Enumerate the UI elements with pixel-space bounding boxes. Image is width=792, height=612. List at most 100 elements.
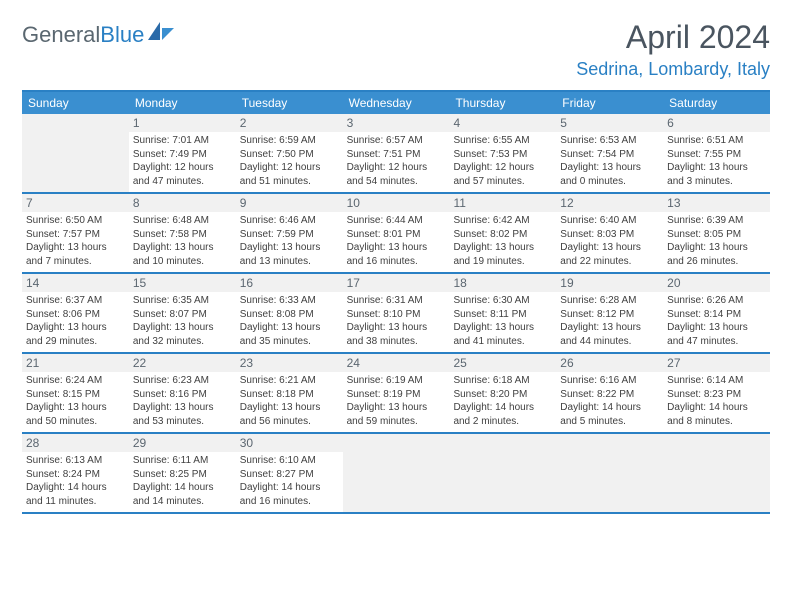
sail-icon xyxy=(146,20,176,49)
day-details: Sunrise: 6:50 AMSunset: 7:57 PMDaylight:… xyxy=(26,214,125,268)
detail-line: Daylight: 12 hours xyxy=(453,161,552,175)
logo: GeneralBlue xyxy=(22,20,176,49)
detail-line: Sunrise: 6:48 AM xyxy=(133,214,232,228)
detail-line: Sunset: 7:57 PM xyxy=(26,228,125,242)
day-details: Sunrise: 6:48 AMSunset: 7:58 PMDaylight:… xyxy=(133,214,232,268)
detail-line: Sunset: 8:02 PM xyxy=(453,228,552,242)
day-cell: 5Sunrise: 6:53 AMSunset: 7:54 PMDaylight… xyxy=(556,114,663,192)
detail-line: Sunrise: 6:13 AM xyxy=(26,454,125,468)
page-header: GeneralBlue April 2024 Sedrina, Lombardy… xyxy=(22,20,770,80)
detail-line: Daylight: 14 hours xyxy=(667,401,766,415)
month-title: April 2024 xyxy=(576,20,770,55)
detail-line: Sunset: 8:27 PM xyxy=(240,468,339,482)
day-details: Sunrise: 6:30 AMSunset: 8:11 PMDaylight:… xyxy=(453,294,552,348)
detail-line: Sunrise: 6:39 AM xyxy=(667,214,766,228)
detail-line: and 54 minutes. xyxy=(347,175,446,189)
detail-line: Sunset: 8:22 PM xyxy=(560,388,659,402)
day-cell: 1Sunrise: 7:01 AMSunset: 7:49 PMDaylight… xyxy=(129,114,236,192)
detail-line: Sunset: 8:12 PM xyxy=(560,308,659,322)
day-cell: 8Sunrise: 6:48 AMSunset: 7:58 PMDaylight… xyxy=(129,194,236,272)
detail-line: and 16 minutes. xyxy=(240,495,339,509)
day-number: 4 xyxy=(449,114,556,132)
day-number: 18 xyxy=(449,274,556,292)
detail-line: Sunrise: 6:59 AM xyxy=(240,134,339,148)
detail-line: Sunset: 7:49 PM xyxy=(133,148,232,162)
detail-line: Daylight: 13 hours xyxy=(26,241,125,255)
detail-line: Sunrise: 6:23 AM xyxy=(133,374,232,388)
day-number: 20 xyxy=(663,274,770,292)
detail-line: Daylight: 14 hours xyxy=(560,401,659,415)
day-cell: 21Sunrise: 6:24 AMSunset: 8:15 PMDayligh… xyxy=(22,354,129,432)
detail-line: Sunrise: 6:50 AM xyxy=(26,214,125,228)
detail-line: Sunset: 8:01 PM xyxy=(347,228,446,242)
detail-line: and 59 minutes. xyxy=(347,415,446,429)
detail-line: Sunrise: 6:14 AM xyxy=(667,374,766,388)
day-cell xyxy=(556,434,663,512)
detail-line: Daylight: 13 hours xyxy=(453,241,552,255)
detail-line: Daylight: 13 hours xyxy=(347,241,446,255)
day-cell: 11Sunrise: 6:42 AMSunset: 8:02 PMDayligh… xyxy=(449,194,556,272)
detail-line: Sunrise: 6:30 AM xyxy=(453,294,552,308)
day-details: Sunrise: 6:44 AMSunset: 8:01 PMDaylight:… xyxy=(347,214,446,268)
detail-line: Daylight: 12 hours xyxy=(347,161,446,175)
day-cell: 22Sunrise: 6:23 AMSunset: 8:16 PMDayligh… xyxy=(129,354,236,432)
day-cell: 2Sunrise: 6:59 AMSunset: 7:50 PMDaylight… xyxy=(236,114,343,192)
day-number: 15 xyxy=(129,274,236,292)
detail-line: and 26 minutes. xyxy=(667,255,766,269)
detail-line: and 8 minutes. xyxy=(667,415,766,429)
detail-line: and 47 minutes. xyxy=(133,175,232,189)
detail-line: Daylight: 13 hours xyxy=(453,321,552,335)
detail-line: Daylight: 14 hours xyxy=(133,481,232,495)
detail-line: Daylight: 13 hours xyxy=(240,401,339,415)
day-number: 12 xyxy=(556,194,663,212)
day-details: Sunrise: 6:37 AMSunset: 8:06 PMDaylight:… xyxy=(26,294,125,348)
day-header: Thursday xyxy=(449,92,556,114)
detail-line: Daylight: 13 hours xyxy=(347,321,446,335)
day-details: Sunrise: 6:42 AMSunset: 8:02 PMDaylight:… xyxy=(453,214,552,268)
day-cell: 27Sunrise: 6:14 AMSunset: 8:23 PMDayligh… xyxy=(663,354,770,432)
detail-line: and 41 minutes. xyxy=(453,335,552,349)
detail-line: Sunrise: 6:16 AM xyxy=(560,374,659,388)
detail-line: Daylight: 13 hours xyxy=(133,321,232,335)
detail-line: Daylight: 13 hours xyxy=(26,401,125,415)
logo-text-general: General xyxy=(22,22,100,47)
day-cell: 18 Sunrise: 6:30 AMSunset: 8:11 PMDayligh… xyxy=(449,274,556,352)
day-details: Sunrise: 6:26 AMSunset: 8:14 PMDaylight:… xyxy=(667,294,766,348)
day-cell: 6Sunrise: 6:51 AMSunset: 7:55 PMDaylight… xyxy=(663,114,770,192)
day-details: Sunrise: 6:16 AMSunset: 8:22 PMDaylight:… xyxy=(560,374,659,428)
day-cell: 17Sunrise: 6:31 AMSunset: 8:10 PMDayligh… xyxy=(343,274,450,352)
detail-line: Daylight: 13 hours xyxy=(560,321,659,335)
detail-line: Sunrise: 6:37 AM xyxy=(26,294,125,308)
detail-line: Sunrise: 6:57 AM xyxy=(347,134,446,148)
day-cell: 19 Sunrise: 6:28 AMSunset: 8:12 PMDayligh… xyxy=(556,274,663,352)
day-header: Saturday xyxy=(663,92,770,114)
day-header: Tuesday xyxy=(236,92,343,114)
day-details: Sunrise: 6:57 AMSunset: 7:51 PMDaylight:… xyxy=(347,134,446,188)
day-number: 19 xyxy=(556,274,663,292)
day-number: 27 xyxy=(663,354,770,372)
week-row: 21Sunrise: 6:24 AMSunset: 8:15 PMDayligh… xyxy=(22,354,770,434)
detail-line: Sunrise: 6:10 AM xyxy=(240,454,339,468)
day-number: 7 xyxy=(22,194,129,212)
detail-line: Daylight: 13 hours xyxy=(26,321,125,335)
detail-line: Sunrise: 6:35 AM xyxy=(133,294,232,308)
day-details: Sunrise: 6:24 AMSunset: 8:15 PMDaylight:… xyxy=(26,374,125,428)
day-number: 23 xyxy=(236,354,343,372)
detail-line: and 13 minutes. xyxy=(240,255,339,269)
detail-line: Sunset: 8:25 PM xyxy=(133,468,232,482)
day-number: 24 xyxy=(343,354,450,372)
day-cell: 23 Sunrise: 6:21 AMSunset: 8:18 PMDayligh… xyxy=(236,354,343,432)
detail-line: Sunrise: 6:55 AM xyxy=(453,134,552,148)
day-details: Sunrise: 7:01 AMSunset: 7:49 PMDaylight:… xyxy=(133,134,232,188)
detail-line: Daylight: 12 hours xyxy=(133,161,232,175)
detail-line: Daylight: 13 hours xyxy=(133,241,232,255)
day-details: Sunrise: 6:23 AMSunset: 8:16 PMDaylight:… xyxy=(133,374,232,428)
day-number: 13 xyxy=(663,194,770,212)
detail-line: Sunset: 8:11 PM xyxy=(453,308,552,322)
day-cell: 16Sunrise: 6:33 AMSunset: 8:08 PMDayligh… xyxy=(236,274,343,352)
day-details: Sunrise: 6:21 AMSunset: 8:18 PMDaylight:… xyxy=(240,374,339,428)
detail-line: and 0 minutes. xyxy=(560,175,659,189)
day-details: Sunrise: 6:28 AMSunset: 8:12 PMDaylight:… xyxy=(560,294,659,348)
day-number: 3 xyxy=(343,114,450,132)
detail-line: and 7 minutes. xyxy=(26,255,125,269)
